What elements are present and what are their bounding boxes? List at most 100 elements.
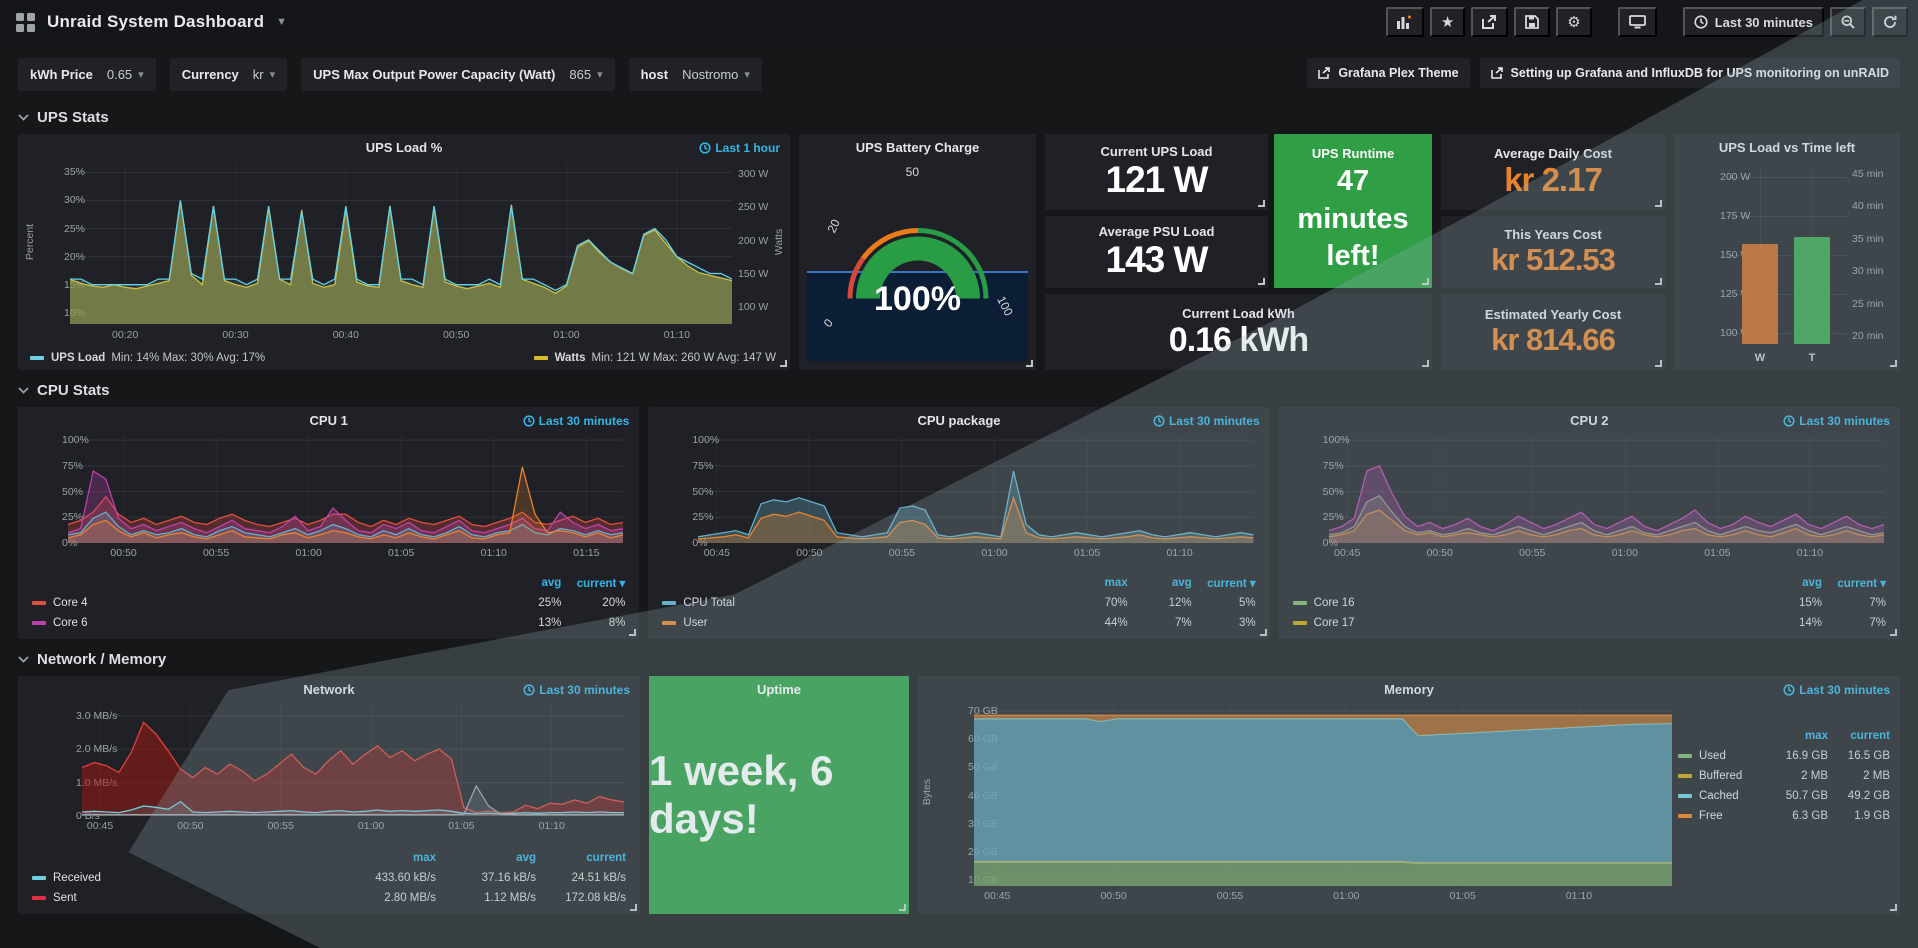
stat-title: Current UPS Load [1100, 144, 1213, 160]
axis-tick-label: 40 min [1852, 200, 1884, 213]
share-button[interactable] [1471, 7, 1509, 37]
legend-row[interactable]: Core 17 14% 7% [1292, 613, 1886, 633]
zoom-out-button[interactable] [1830, 7, 1866, 37]
tv-mode-button[interactable] [1617, 7, 1657, 37]
legend-row[interactable]: Used 16.9 GB 16.5 GB [1678, 746, 1890, 766]
legend-row[interactable]: Buffered 2 MB 2 MB [1678, 766, 1890, 786]
legend: avg current ▾ Core 16 15% 7% Core 17 14% … [1292, 573, 1886, 633]
section-cpu-stats[interactable]: CPU Stats [18, 382, 1900, 399]
axis-tick-label: 01:00 [1611, 547, 1638, 559]
bar-T[interactable]: T [1794, 236, 1830, 364]
memory-svg [974, 704, 1672, 886]
dashboard-grid-icon[interactable] [16, 12, 35, 32]
legend-label: Used [1699, 750, 1726, 762]
variable-currency[interactable]: Currency kr ▾ [169, 58, 288, 91]
variable-value: Nostromo [682, 67, 739, 82]
cpu-package-chart[interactable] [698, 435, 1254, 543]
link-setup-guide[interactable]: Setting up Grafana and InfluxDB for UPS … [1479, 58, 1900, 88]
time-range-badge[interactable]: Last 1 hour [699, 141, 780, 155]
legend-header[interactable]: avg [1171, 577, 1192, 589]
legend-value: 16.9 GB [1785, 750, 1828, 762]
legend-header[interactable]: current ▾ [576, 578, 626, 590]
legend-header[interactable]: current [586, 852, 626, 864]
panel-cpu-package[interactable]: CPU package Last 30 minutes 100% 75% 50% 25… [648, 407, 1270, 639]
refresh-button[interactable] [1872, 7, 1908, 37]
bar-W[interactable]: W [1742, 244, 1778, 364]
panel-current-load-kwh[interactable]: Current Load kWh 0.16 kWh [1045, 294, 1432, 370]
legend-header[interactable]: max [1804, 730, 1828, 742]
legend-header[interactable]: current ▾ [1207, 578, 1256, 590]
axis-tick-label: 30 min [1852, 265, 1884, 278]
legend-row[interactable]: Free 6.3 GB 1.9 GB [1678, 806, 1890, 826]
stat-value: 143 W [1105, 239, 1209, 281]
link-grafana-plex-theme[interactable]: Grafana Plex Theme [1307, 58, 1470, 88]
variable-kwh-price[interactable]: kWh Price 0.65 ▾ [18, 58, 156, 91]
series-line-other [68, 512, 623, 537]
panel-current-ups-load[interactable]: Current UPS Load 121 W [1045, 134, 1268, 210]
time-range-badge[interactable]: Last 30 minutes [1153, 414, 1260, 428]
panel-ups-load[interactable]: UPS Load % Last 1 hour 35%30%25%20%15%10… [18, 134, 790, 370]
panel-cpu2[interactable]: CPU 2 Last 30 minutes 100% 75% 50% 25% 0% 00… [1278, 407, 1900, 639]
legend-row[interactable]: CPU Total 70% 12% 5% [662, 593, 1256, 613]
page-title[interactable]: Unraid System Dashboard [47, 12, 265, 31]
panel-cpu1[interactable]: CPU 1 Last 30 minutes 100% 75% 50% 25% 0% 00… [18, 407, 640, 639]
panel-average-psu-load[interactable]: Average PSU Load 143 W [1045, 216, 1268, 288]
legend-row[interactable]: Received 433.60 kB/s 37.16 kB/s 24.51 kB… [32, 868, 626, 888]
time-range-picker[interactable]: Last 30 minutes [1682, 7, 1824, 37]
legend-item[interactable]: Watts Min: 121 W Max: 260 W Avg: 147 W [533, 352, 776, 364]
network-chart[interactable] [82, 704, 624, 816]
legend-value: 7% [1175, 617, 1192, 629]
axis-tick-label: 0% [1322, 537, 1338, 549]
legend-row[interactable]: Core 16 15% 7% [1292, 593, 1886, 613]
legend-row[interactable]: Core 4 25% 20% [32, 593, 625, 613]
axis-tick-label: 00:45 [703, 547, 730, 559]
variable-ups-max-output[interactable]: UPS Max Output Power Capacity (Watt) 865… [301, 58, 615, 91]
legend-item[interactable]: UPS Load Min: 14% Max: 30% Avg: 17% [30, 352, 265, 364]
panel-uptime[interactable]: Uptime 1 week, 6 days! [649, 676, 909, 914]
legend-header[interactable]: max [1104, 577, 1128, 589]
panel-this-years-cost[interactable]: This Years Cost kr 512.53 [1441, 216, 1665, 288]
panel-average-daily-cost[interactable]: Average Daily Cost kr 2.17 [1441, 134, 1665, 210]
legend-header[interactable]: current [1850, 730, 1890, 742]
time-range-badge[interactable]: Last 30 minutes [1783, 414, 1890, 428]
section-ups-stats[interactable]: UPS Stats [18, 109, 1900, 126]
legend-row[interactable]: Sent 2.80 MB/s 1.12 MB/s 172.08 kB/s [32, 888, 626, 908]
cpu1-chart[interactable] [68, 435, 624, 543]
legend-row[interactable]: Core 6 13% 8% [32, 613, 625, 633]
save-button[interactable] [1514, 7, 1551, 37]
axis-tick-label: 20% [64, 250, 86, 263]
section-network-memory[interactable]: Network / Memory [18, 651, 1900, 668]
legend-row[interactable]: User 44% 7% 3% [662, 613, 1256, 633]
panel-estimated-yearly-cost[interactable]: Estimated Yearly Cost kr 814.66 [1441, 294, 1665, 370]
ups-load-chart[interactable] [70, 164, 732, 324]
add-panel-button[interactable] [1385, 7, 1424, 37]
settings-button[interactable]: ⚙ [1556, 7, 1592, 37]
y-axis-left: 100% 75% 50% 25% 0% [1289, 434, 1350, 549]
time-range-badge[interactable]: Last 30 minutes [1783, 683, 1890, 697]
legend-header[interactable]: current ▾ [1837, 578, 1886, 590]
cpu2-chart[interactable] [1328, 435, 1884, 543]
chevron-down-icon[interactable]: ▼ [276, 16, 288, 28]
variable-label: UPS Max Output Power Capacity (Watt) [313, 67, 556, 82]
star-button[interactable]: ★ [1429, 7, 1466, 37]
variable-host[interactable]: host Nostromo ▾ [628, 58, 762, 91]
panel-ups-load-vs-time-left[interactable]: UPS Load vs Time left 200 W 175 W 150 W 125… [1674, 134, 1900, 370]
legend-header[interactable]: max [412, 852, 436, 864]
legend-header[interactable]: avg [1802, 577, 1822, 589]
panel-network[interactable]: Network Last 30 minutes 3.0 MB/s 2.0 MB/s… [18, 676, 640, 914]
legend-header[interactable]: avg [516, 852, 536, 864]
panel-ups-battery-charge[interactable]: UPS Battery Charge 0 20 50 100 100% [799, 134, 1036, 370]
legend-header[interactable]: avg [541, 577, 562, 589]
gauge-tick-label: 50 [905, 164, 919, 179]
time-range-badge[interactable]: Last 30 minutes [523, 414, 629, 428]
legend-row[interactable]: Cached 50.7 GB 49.2 GB [1678, 786, 1890, 806]
panel-ups-runtime[interactable]: UPS Runtime 47 minutes left! [1274, 134, 1432, 288]
memory-chart[interactable] [974, 704, 1672, 886]
time-range-badge[interactable]: Last 30 minutes [523, 683, 630, 697]
y-axis-left: 100% 75% 50% 25% 0% [658, 434, 719, 549]
axis-tick-label: 01:10 [538, 820, 565, 832]
series-line-UPS Load [70, 200, 732, 290]
